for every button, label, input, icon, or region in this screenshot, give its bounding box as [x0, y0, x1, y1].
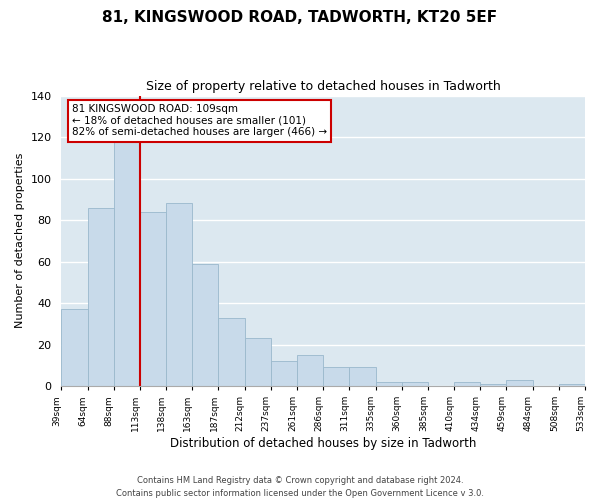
- Text: 81, KINGSWOOD ROAD, TADWORTH, KT20 5EF: 81, KINGSWOOD ROAD, TADWORTH, KT20 5EF: [103, 10, 497, 25]
- Bar: [376, 382, 402, 386]
- X-axis label: Distribution of detached houses by size in Tadworth: Distribution of detached houses by size …: [170, 437, 476, 450]
- Bar: [218, 318, 245, 386]
- Text: Contains HM Land Registry data © Crown copyright and database right 2024.
Contai: Contains HM Land Registry data © Crown c…: [116, 476, 484, 498]
- Bar: [271, 361, 297, 386]
- Bar: [402, 382, 428, 386]
- Bar: [166, 204, 193, 386]
- Bar: [454, 382, 480, 386]
- Bar: [245, 338, 271, 386]
- Bar: [480, 384, 506, 386]
- Bar: [140, 212, 166, 386]
- Bar: [297, 355, 323, 386]
- Bar: [193, 264, 218, 386]
- Y-axis label: Number of detached properties: Number of detached properties: [15, 153, 25, 328]
- Bar: [61, 310, 88, 386]
- Title: Size of property relative to detached houses in Tadworth: Size of property relative to detached ho…: [146, 80, 500, 93]
- Bar: [88, 208, 114, 386]
- Bar: [323, 368, 349, 386]
- Bar: [349, 368, 376, 386]
- Text: 81 KINGSWOOD ROAD: 109sqm
← 18% of detached houses are smaller (101)
82% of semi: 81 KINGSWOOD ROAD: 109sqm ← 18% of detac…: [72, 104, 327, 138]
- Bar: [506, 380, 533, 386]
- Bar: [114, 141, 140, 386]
- Bar: [559, 384, 585, 386]
